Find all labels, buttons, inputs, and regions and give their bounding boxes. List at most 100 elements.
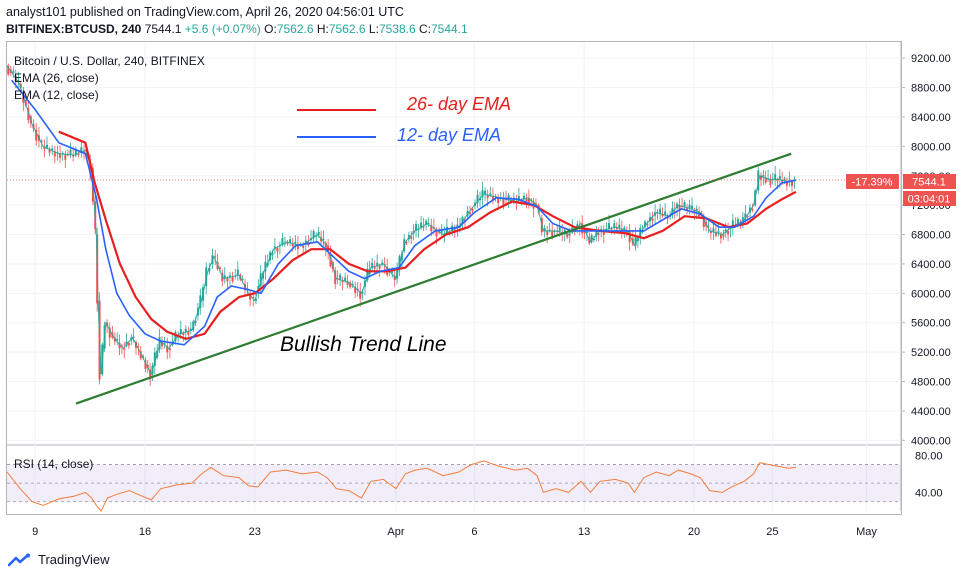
candle-body bbox=[48, 148, 51, 153]
candle-body bbox=[289, 239, 292, 243]
candle-body bbox=[471, 208, 474, 212]
low-label: L: bbox=[368, 22, 379, 36]
price-path bbox=[6, 65, 797, 376]
candle-body bbox=[497, 197, 500, 204]
candle-body bbox=[456, 224, 459, 229]
ema12-line bbox=[11, 79, 797, 346]
y-tick-label: 5200.00 bbox=[911, 347, 951, 359]
candle-body bbox=[778, 176, 781, 180]
candle-body bbox=[664, 211, 667, 215]
candle-body bbox=[226, 278, 229, 282]
candle-body bbox=[691, 205, 694, 209]
candle-body bbox=[241, 278, 244, 280]
ema12-legend[interactable]: EMA (12, close) bbox=[14, 88, 99, 102]
close-value: 7544.1 bbox=[430, 22, 468, 36]
y-tick-label: 6400.00 bbox=[911, 259, 951, 271]
candle-body bbox=[435, 229, 438, 237]
candle-body bbox=[281, 238, 284, 245]
open-value: 7562.6 bbox=[276, 22, 314, 36]
candle-body bbox=[486, 194, 489, 198]
candle-body bbox=[776, 179, 779, 181]
candle-body bbox=[344, 277, 347, 281]
candle-body bbox=[417, 229, 420, 231]
tradingview-branding[interactable]: TradingView bbox=[8, 552, 110, 567]
candle-body bbox=[291, 243, 294, 247]
candle-body bbox=[317, 232, 320, 235]
candle-body bbox=[40, 140, 43, 142]
candle-body bbox=[788, 179, 791, 182]
candle-body bbox=[661, 213, 664, 217]
candle-body bbox=[294, 241, 297, 244]
candle-body bbox=[717, 231, 720, 234]
candle-body bbox=[707, 225, 710, 227]
candle-body bbox=[688, 204, 691, 209]
candle-body bbox=[168, 348, 171, 351]
rsi-legend[interactable]: RSI (14, close) bbox=[14, 457, 94, 471]
symbol-ohlc-bar: BITFINEX:BTCUSD, 240 7544.1 +5.6 (+0.07%… bbox=[6, 22, 468, 36]
candle-body bbox=[468, 212, 471, 215]
close-label: C: bbox=[418, 22, 431, 36]
candle-body bbox=[139, 351, 142, 359]
candle-body bbox=[558, 227, 561, 232]
candle-body bbox=[610, 228, 613, 230]
candle-body bbox=[7, 65, 10, 75]
y-tick-label: 9200.00 bbox=[911, 53, 951, 65]
x-tick-label: 9 bbox=[32, 526, 38, 538]
candle-body bbox=[276, 247, 279, 252]
candle-body bbox=[678, 205, 681, 212]
candle-body bbox=[322, 238, 325, 241]
candle-body bbox=[249, 293, 252, 300]
candle-body bbox=[45, 144, 48, 148]
candle-body bbox=[208, 267, 211, 272]
candle-body bbox=[546, 230, 549, 235]
x-tick-label: 20 bbox=[688, 526, 700, 538]
bullish-trend-line[interactable] bbox=[75, 152, 792, 405]
candle-body bbox=[163, 343, 166, 345]
tradingview-name: TradingView bbox=[38, 552, 110, 567]
candle-body bbox=[502, 198, 505, 205]
candle-body bbox=[329, 253, 332, 267]
y-tick-label: 8800.00 bbox=[911, 83, 951, 95]
symbol-label: BITFINEX:BTCUSD, 240 bbox=[6, 22, 142, 36]
candle-body bbox=[618, 224, 621, 228]
candle-body bbox=[69, 149, 72, 155]
candle-body bbox=[507, 194, 510, 200]
candle-body bbox=[644, 221, 647, 228]
candle-body bbox=[373, 266, 376, 269]
candle-body bbox=[283, 243, 286, 245]
candle-body bbox=[527, 197, 530, 204]
candle-body bbox=[461, 217, 464, 224]
candle-body bbox=[608, 223, 611, 230]
candle-body bbox=[80, 147, 83, 153]
candle-body bbox=[123, 348, 126, 350]
candle-body bbox=[166, 346, 169, 353]
candle-body bbox=[149, 369, 152, 380]
y-tick-label: 8400.00 bbox=[911, 112, 951, 124]
candle-body bbox=[651, 218, 654, 221]
candle-body bbox=[17, 79, 20, 81]
candle-body bbox=[236, 269, 239, 276]
candle-body bbox=[628, 230, 631, 243]
candle-body bbox=[304, 240, 307, 244]
candle-body bbox=[12, 71, 15, 73]
candle-body bbox=[673, 210, 676, 212]
candle-body bbox=[161, 341, 164, 347]
candle-body bbox=[440, 229, 443, 233]
candle-body bbox=[592, 239, 595, 241]
candle-body bbox=[361, 292, 364, 294]
trend-annotation: Bullish Trend Line bbox=[280, 333, 447, 356]
ema26-legend[interactable]: EMA (26, close) bbox=[14, 71, 99, 85]
candle-body bbox=[61, 152, 64, 154]
candle-body bbox=[142, 355, 145, 358]
candle-body bbox=[334, 270, 337, 284]
candle-body bbox=[615, 227, 618, 230]
rsi-tick-label: 40.00 bbox=[915, 487, 943, 499]
x-tick-label: 25 bbox=[766, 526, 778, 538]
candle-body bbox=[613, 223, 616, 228]
candle-body bbox=[453, 229, 456, 232]
candle-body bbox=[712, 228, 715, 232]
candle-body bbox=[371, 262, 374, 268]
candle-body bbox=[153, 352, 156, 366]
x-tick-label: 23 bbox=[249, 526, 261, 538]
